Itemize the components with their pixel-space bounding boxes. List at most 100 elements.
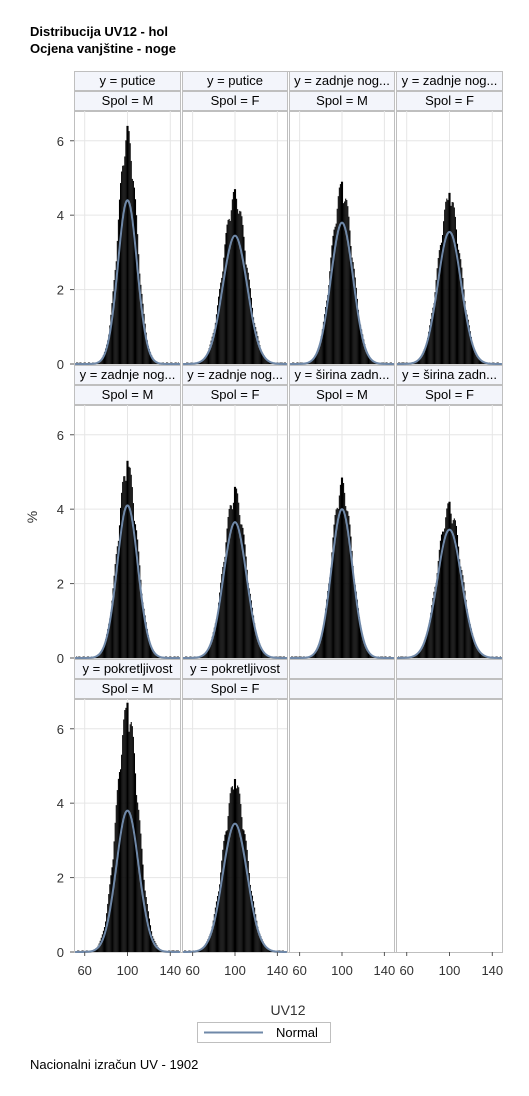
histogram-bar — [134, 524, 137, 658]
y-tick-label: 6 — [57, 722, 64, 737]
histogram-bar — [429, 325, 431, 364]
y-tick-label: 4 — [57, 796, 64, 811]
panel-header-cell — [182, 659, 288, 679]
histogram-bar — [216, 895, 219, 952]
histogram-bar — [215, 901, 217, 952]
panel-header-cell — [289, 679, 395, 699]
histogram-bar — [346, 510, 348, 658]
histogram-bar — [360, 324, 362, 364]
histogram-bar — [228, 218, 230, 364]
histogram-bar — [257, 637, 259, 658]
histogram-bar — [264, 653, 266, 658]
histogram-bar — [236, 788, 238, 952]
histogram-bar — [480, 653, 482, 658]
histogram-bar — [129, 467, 131, 658]
histogram-bar — [362, 636, 364, 658]
histogram-bar — [216, 305, 219, 364]
panel-header-y: y = zadnje nog... — [294, 73, 390, 88]
histogram-bar — [467, 319, 469, 364]
histogram-bar — [417, 653, 419, 658]
histogram-bar — [140, 579, 142, 658]
histogram-bar — [148, 640, 150, 658]
panel-header-cell — [289, 71, 395, 91]
histogram-bar — [321, 632, 323, 658]
histogram-bar — [137, 802, 139, 952]
histogram-bar — [111, 303, 113, 364]
panel-header-spol: Spol = F — [425, 93, 474, 108]
histogram-bar — [155, 654, 157, 658]
histogram-bar — [117, 540, 119, 658]
histogram-bar — [228, 508, 230, 658]
histogram-bar — [264, 945, 266, 952]
histogram-bar — [203, 358, 205, 364]
histogram-bar — [226, 528, 228, 658]
histogram-bar — [225, 232, 227, 364]
histogram-bar — [218, 296, 220, 364]
histogram-bar — [250, 297, 252, 364]
histogram-bar — [328, 583, 330, 658]
histogram-bar — [209, 933, 211, 952]
histogram-bar — [433, 303, 435, 364]
histogram-bar — [154, 360, 156, 364]
histogram-bar — [253, 901, 255, 952]
histogram-bar — [442, 234, 444, 364]
y-tick-label: 0 — [57, 357, 64, 372]
histogram-bar — [247, 272, 249, 364]
histogram-bar — [261, 352, 263, 364]
histogram-bar — [315, 353, 317, 364]
histogram-bar — [253, 317, 255, 364]
histogram-bar — [451, 523, 453, 658]
histogram-bar — [151, 647, 153, 658]
histogram-bar — [311, 360, 313, 364]
histogram-bar — [203, 654, 205, 658]
histogram-bar — [318, 642, 320, 658]
histogram-bar — [213, 627, 215, 658]
histogram-bar — [476, 353, 478, 364]
histogram-bar — [355, 287, 357, 364]
histogram-bar — [211, 636, 213, 658]
histogram-bar — [422, 351, 424, 364]
histogram-bar — [122, 735, 124, 952]
histogram-bar — [319, 342, 321, 364]
histogram-bar — [138, 809, 140, 952]
histogram-bar — [246, 569, 248, 658]
histogram-bar — [127, 125, 129, 364]
histogram-bar — [244, 250, 246, 364]
histogram-bar — [344, 492, 346, 658]
histogram-bar — [435, 583, 437, 658]
histogram-bar — [130, 722, 132, 952]
histogram-bar — [479, 651, 481, 658]
histogram-bar — [257, 926, 259, 952]
histogram-bar — [478, 650, 480, 658]
histogram-bar — [202, 359, 204, 364]
histogram-bar — [313, 357, 315, 364]
histogram-bar — [242, 829, 244, 952]
histogram-bar — [218, 891, 220, 952]
histogram-bar — [240, 211, 242, 364]
histogram-bar — [267, 948, 269, 952]
histogram-bar — [367, 354, 369, 364]
histogram-bar — [105, 348, 107, 364]
histogram-bar — [147, 345, 149, 364]
histogram-bar — [353, 578, 355, 658]
histogram-bar — [443, 531, 445, 658]
histogram-bar — [100, 651, 102, 658]
histogram-bar — [316, 350, 318, 364]
histogram-bar — [98, 654, 100, 658]
histogram-bars — [76, 460, 179, 658]
panel-header-y: y = širina zadn... — [402, 367, 497, 382]
histogram-bar — [351, 257, 353, 364]
histogram-bar — [340, 477, 342, 658]
histogram-bar — [371, 655, 373, 658]
histogram-bar — [456, 243, 459, 364]
histogram-bar — [464, 300, 466, 364]
histogram-bar — [208, 348, 210, 364]
histogram-bar — [464, 590, 466, 658]
histogram-bar — [114, 564, 116, 658]
histogram-bar — [245, 556, 247, 658]
panel-header-cell — [182, 385, 288, 405]
histogram-bar — [421, 646, 423, 658]
histogram-bar — [360, 625, 362, 658]
histogram-bar — [143, 313, 145, 364]
